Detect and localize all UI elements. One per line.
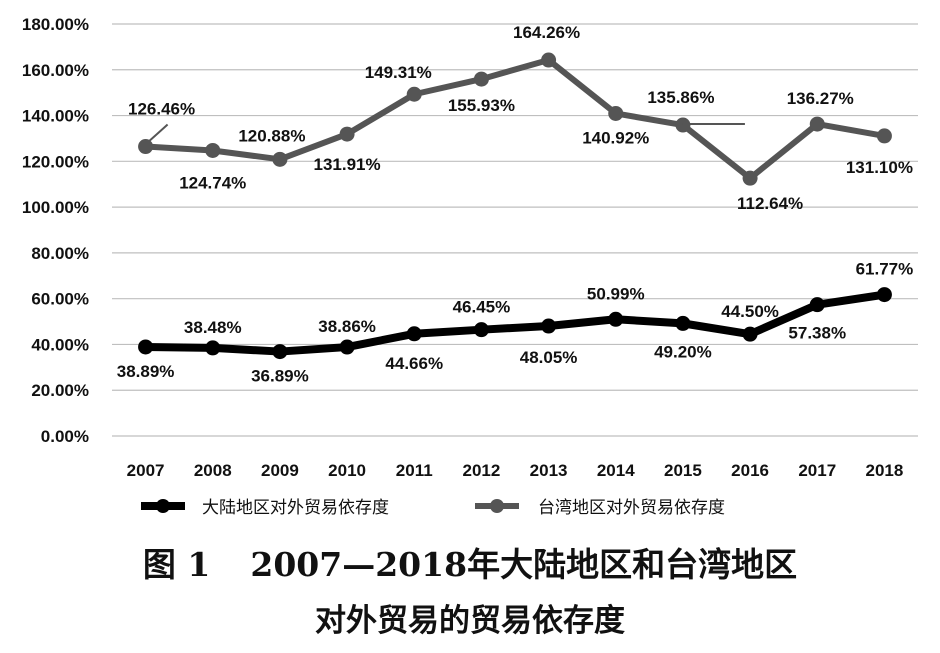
data-label: 38.89% [117,362,175,381]
x-tick-label: 2010 [328,461,366,480]
y-tick-label: 60.00% [31,290,89,309]
x-tick-label: 2015 [664,461,702,480]
data-label: 44.66% [385,354,443,373]
series-0-point [473,322,489,338]
series-line-0 [141,290,889,356]
y-tick-label: 20.00% [31,381,89,400]
series-line-1 [142,57,888,182]
series-0-point [205,340,221,356]
x-tick-label: 2007 [127,461,165,480]
y-tick-label: 100.00% [22,198,89,217]
y-tick-label: 40.00% [31,335,89,354]
series-0-point [272,344,288,360]
x-tick-label: 2013 [530,461,568,480]
data-label: 48.05% [520,348,578,367]
data-labels: 38.89% 38.48% 36.89% 38.86% 44.66% 46.45% 48.0… [117,23,914,386]
y-tick-label: 140.00% [22,107,89,126]
legend-label: 台湾地区对外贸易依存度 [538,498,725,518]
series-0-point [742,326,758,342]
legend: 大陆地区对外贸易依存度 台湾地区对外贸易依存度 [141,498,725,518]
series-0-point [809,297,825,313]
y-tick-label: 180.00% [22,15,89,34]
series-1-point [541,52,557,68]
series-0-point [675,315,691,331]
y-tick-label: 0.00% [41,427,89,446]
series-1-point [742,170,758,186]
data-label: 57.38% [788,324,846,343]
series-1-point [339,126,355,142]
series-1-point [809,116,825,132]
data-label: 38.48% [184,318,242,337]
y-tick-label: 120.00% [22,152,89,171]
x-tick-label: 2008 [194,461,232,480]
data-label: 46.45% [453,298,511,317]
x-axis-ticks: 2007 2008 2009 2010 2011 2012 2013 2014 2015 2016… [127,461,904,480]
data-label: 61.77% [856,260,914,279]
y-tick-label: 80.00% [31,244,89,263]
legend-label: 大陆地区对外贸易依存度 [202,498,389,518]
series-0-point [138,339,154,355]
series-1-point [608,105,624,121]
data-label: 136.27% [787,89,854,108]
y-axis-ticks: 0.00% 20.00% 40.00% 60.00% 80.00% 100.00% 120.… [22,15,89,446]
legend-swatch-marker [490,499,504,513]
data-label: 155.93% [448,96,515,115]
trade-dependence-line-chart: 0.00% 20.00% 40.00% 60.00% 80.00% 100.00% 120.… [22,15,918,518]
gridlines [112,23,918,437]
series-0-point [876,287,892,303]
x-tick-label: 2016 [731,461,769,480]
series-1-point [406,86,422,102]
series-0-point [406,326,422,342]
x-tick-label: 2009 [261,461,299,480]
series-1-point [205,142,221,158]
x-tick-label: 2017 [798,461,836,480]
series-1-point [473,71,489,87]
data-label: 36.89% [251,367,309,386]
series-0-point [339,339,355,355]
data-label: 135.86% [647,88,714,107]
data-label: 149.31% [365,63,432,82]
data-label: 50.99% [587,284,645,303]
data-label: 131.10% [846,158,913,177]
figure-caption-line-2: 对外贸易的贸易依存度 [315,603,625,639]
figure-number: 图 1 [142,545,211,584]
figure-caption-main: 2007—2018年大陆地区和台湾地区 [250,545,798,584]
series-0-point [541,318,557,334]
legend-swatch-marker [156,499,170,513]
label-leader-line [146,123,169,144]
series-1-point [876,128,892,144]
data-label: 38.86% [318,317,376,336]
data-label: 131.91% [314,155,381,174]
data-label: 49.20% [654,342,712,361]
figure-caption-line-1: 图 1 2007—2018年大陆地区和台湾地区 [0,538,940,586]
data-label: 44.50% [721,302,779,321]
series-1-point [272,151,288,167]
data-label: 140.92% [582,128,649,147]
series-0-point [608,311,624,327]
data-label: 124.74% [179,173,246,192]
y-tick-label: 160.00% [22,61,89,80]
data-label: 120.88% [238,126,305,145]
x-tick-label: 2014 [597,461,635,480]
x-tick-label: 2012 [463,461,501,480]
data-label: 126.46% [128,100,195,119]
data-label: 164.26% [513,23,580,42]
x-tick-label: 2018 [866,461,904,480]
data-label: 112.64% [737,194,803,213]
series-1-point [138,139,154,155]
x-tick-label: 2011 [396,461,433,480]
series-lines [138,52,892,360]
